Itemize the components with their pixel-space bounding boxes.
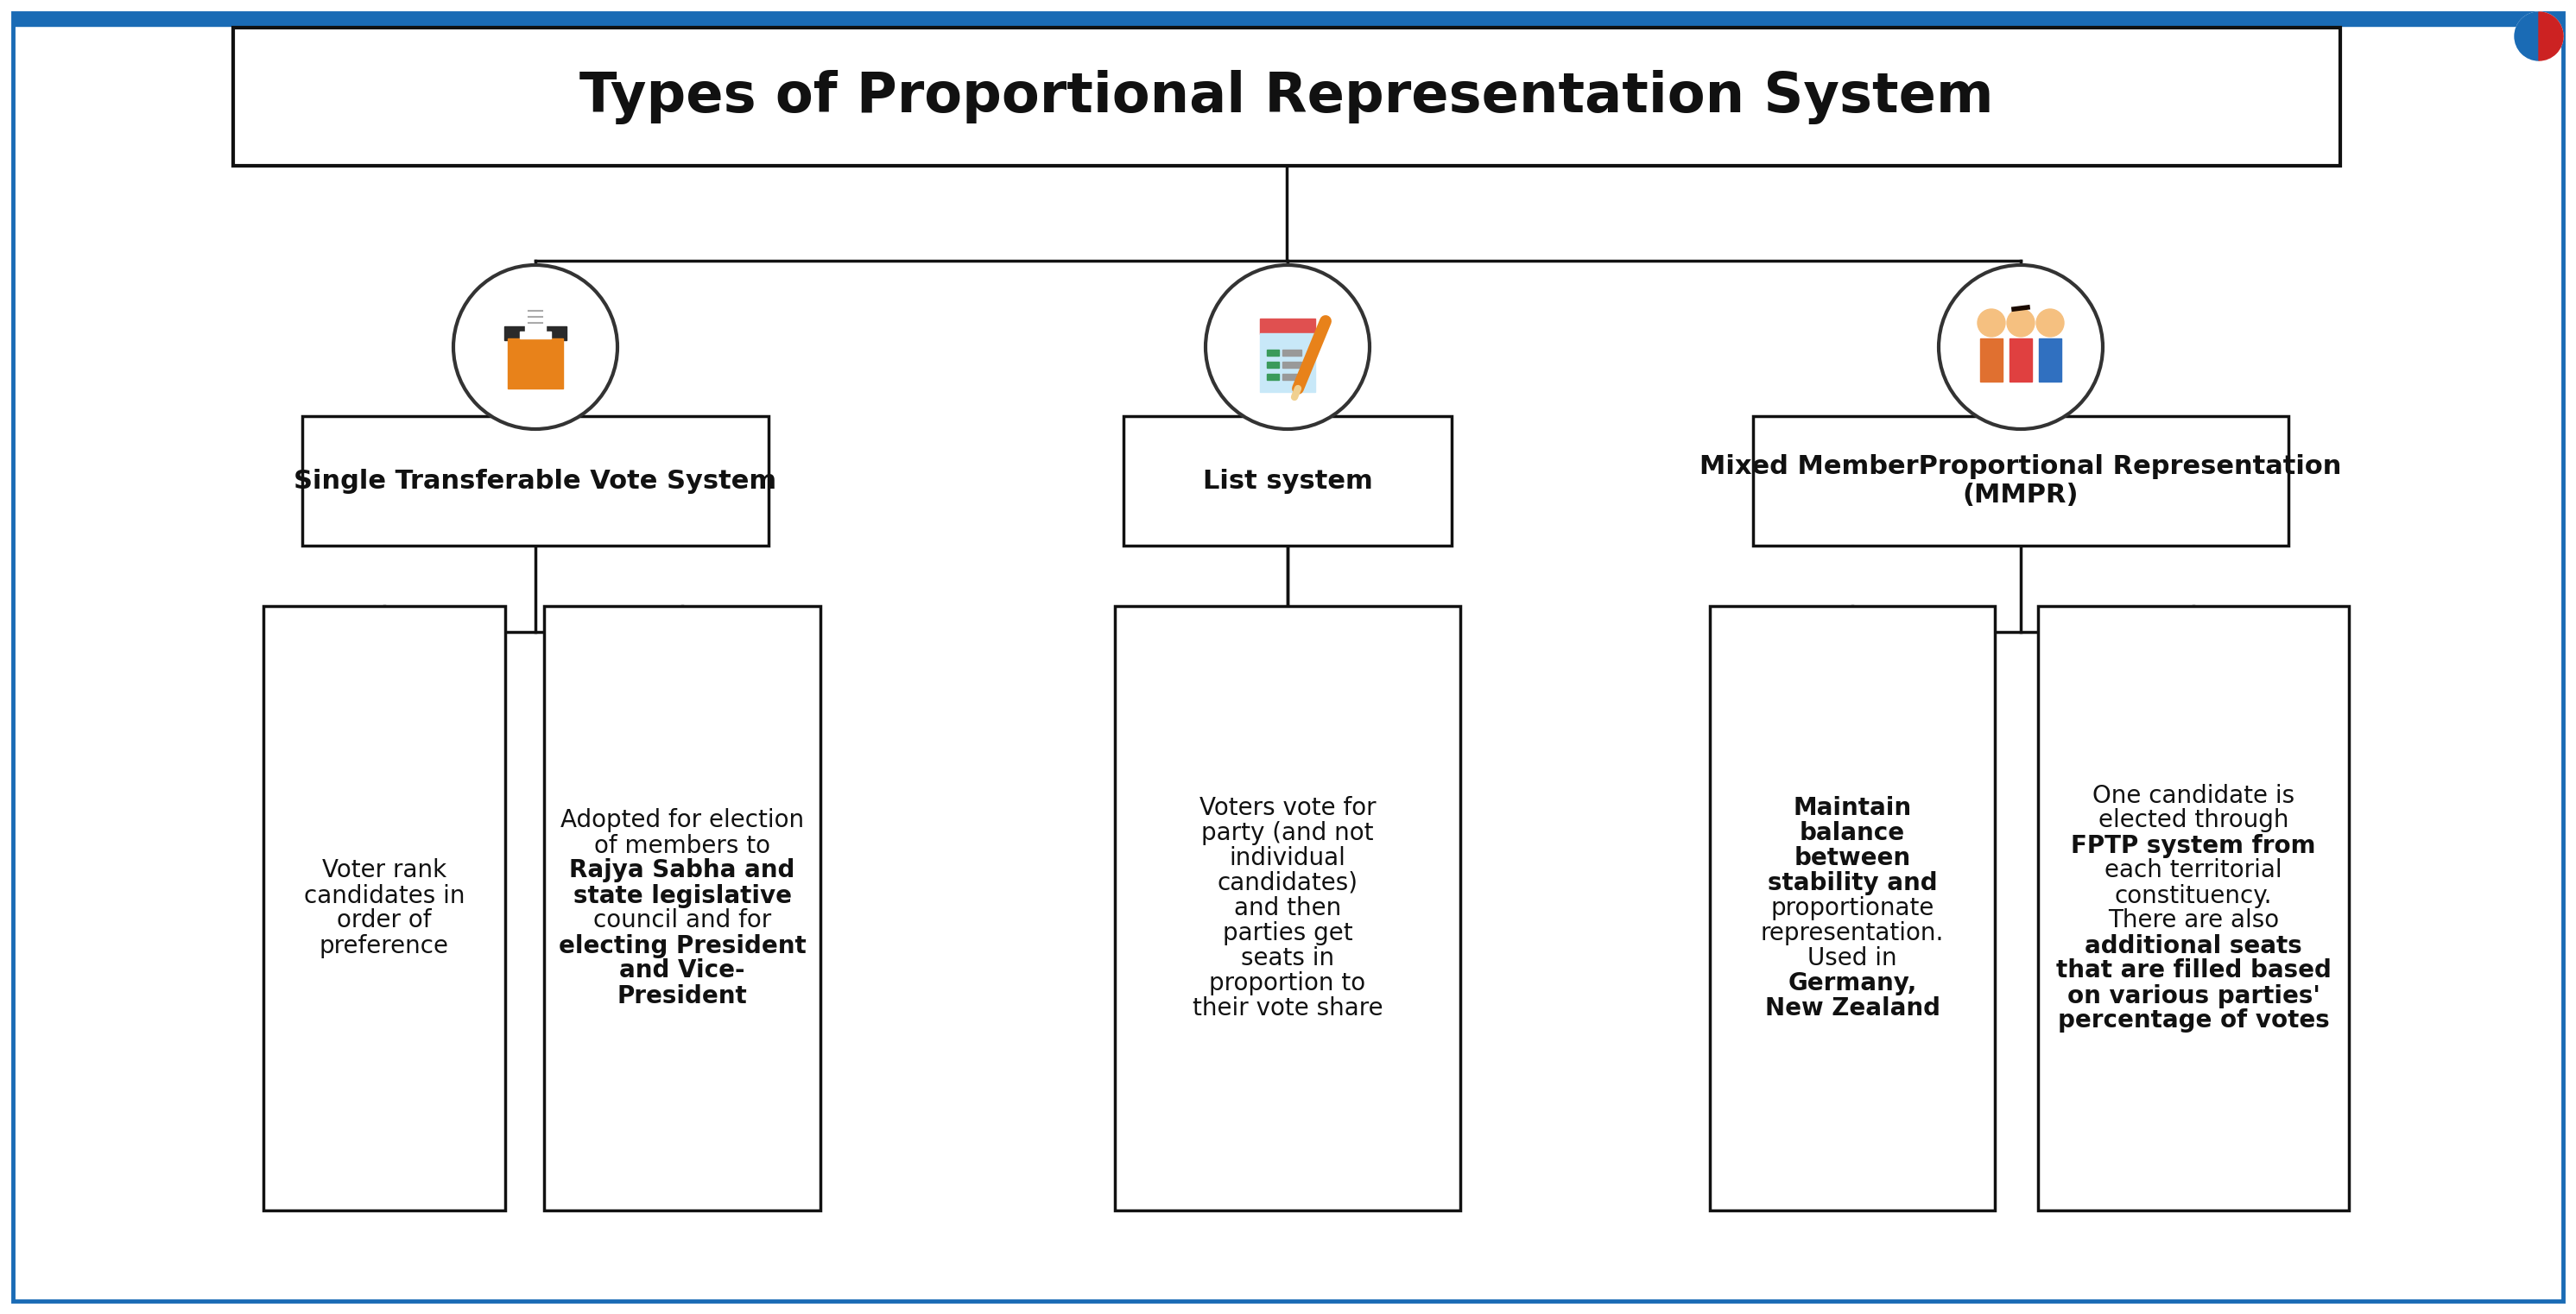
Text: candidates in: candidates in <box>304 883 464 908</box>
Bar <box>520 331 551 339</box>
Bar <box>1267 373 1278 380</box>
FancyBboxPatch shape <box>1123 417 1453 545</box>
Text: constituency.: constituency. <box>2115 883 2272 908</box>
Text: There are also: There are also <box>2107 909 2280 933</box>
FancyBboxPatch shape <box>544 606 819 1210</box>
Text: Types of Proportional Representation System: Types of Proportional Representation Sys… <box>580 70 1994 124</box>
Text: Voter rank: Voter rank <box>322 858 446 883</box>
Text: on various parties': on various parties' <box>2066 984 2321 1008</box>
Wedge shape <box>2540 12 2563 37</box>
Text: parties get: parties get <box>1224 921 1352 945</box>
Bar <box>526 298 546 331</box>
Text: percentage of votes: percentage of votes <box>2058 1009 2329 1033</box>
Text: Mixed MemberProportional Representation
(MMPR): Mixed MemberProportional Representation … <box>1700 453 2342 509</box>
Bar <box>1267 350 1278 356</box>
Text: Adopted for election: Adopted for election <box>562 808 804 833</box>
Text: their vote share: their vote share <box>1193 996 1383 1021</box>
Wedge shape <box>2540 37 2563 60</box>
FancyBboxPatch shape <box>1710 606 1994 1210</box>
Bar <box>1283 373 1301 380</box>
Text: FPTP system from: FPTP system from <box>2071 833 2316 858</box>
FancyBboxPatch shape <box>263 606 505 1210</box>
Circle shape <box>2007 309 2035 336</box>
Text: Single Transferable Vote System: Single Transferable Vote System <box>294 468 778 493</box>
Circle shape <box>2514 12 2563 60</box>
Wedge shape <box>2514 12 2540 60</box>
Text: of members to: of members to <box>595 833 770 858</box>
Circle shape <box>1978 309 2004 336</box>
Ellipse shape <box>1206 265 1370 430</box>
FancyBboxPatch shape <box>13 13 2563 1301</box>
Text: proportionate: proportionate <box>1770 896 1935 920</box>
Text: state legislative: state legislative <box>572 883 791 908</box>
Ellipse shape <box>453 265 618 430</box>
Text: stability and: stability and <box>1767 871 1937 895</box>
Text: that are filled based: that are filled based <box>2056 959 2331 983</box>
Bar <box>1283 350 1301 356</box>
Bar <box>2009 339 2032 381</box>
Text: List system: List system <box>1203 468 1373 493</box>
Text: additional seats: additional seats <box>2084 934 2303 958</box>
FancyBboxPatch shape <box>1754 417 2287 545</box>
Text: President: President <box>618 984 747 1008</box>
Bar <box>2038 339 2061 381</box>
Text: proportion to: proportion to <box>1208 971 1365 996</box>
Bar <box>507 339 564 389</box>
Text: seats in: seats in <box>1242 946 1334 971</box>
Text: candidates): candidates) <box>1218 871 1358 895</box>
Text: Used in: Used in <box>1808 946 1896 971</box>
Bar <box>1981 339 2002 381</box>
Text: individual: individual <box>1229 846 1345 870</box>
Bar <box>1267 361 1278 368</box>
Text: balance: balance <box>1801 821 1906 845</box>
Bar <box>1260 318 1316 334</box>
Text: One candidate is: One candidate is <box>2092 783 2295 808</box>
Text: and Vice-: and Vice- <box>618 959 744 983</box>
Text: elected through: elected through <box>2099 808 2287 833</box>
Text: New Zealand: New Zealand <box>1765 996 1940 1021</box>
Ellipse shape <box>1940 265 2102 430</box>
Text: electing President: electing President <box>559 934 806 958</box>
Circle shape <box>2035 309 2063 336</box>
Bar <box>1283 361 1301 368</box>
Text: Voters vote for: Voters vote for <box>1200 796 1376 820</box>
Text: Maintain: Maintain <box>1793 796 1911 820</box>
Text: order of: order of <box>337 909 433 933</box>
FancyBboxPatch shape <box>1115 606 1461 1210</box>
Text: Germany,: Germany, <box>1788 971 1917 996</box>
Bar <box>13 13 2563 26</box>
FancyBboxPatch shape <box>2038 606 2349 1210</box>
Text: party (and not: party (and not <box>1200 821 1373 845</box>
Text: representation.: representation. <box>1759 921 1945 945</box>
Text: between: between <box>1793 846 1911 870</box>
Text: each territorial: each territorial <box>2105 858 2282 883</box>
Text: council and for: council and for <box>592 909 770 933</box>
Bar <box>505 326 567 340</box>
Text: preference: preference <box>319 934 448 958</box>
FancyBboxPatch shape <box>234 28 2339 166</box>
Bar <box>1260 334 1316 392</box>
Text: and then: and then <box>1234 896 1342 920</box>
FancyBboxPatch shape <box>301 417 768 545</box>
Text: Rajya Sabha and: Rajya Sabha and <box>569 858 796 883</box>
